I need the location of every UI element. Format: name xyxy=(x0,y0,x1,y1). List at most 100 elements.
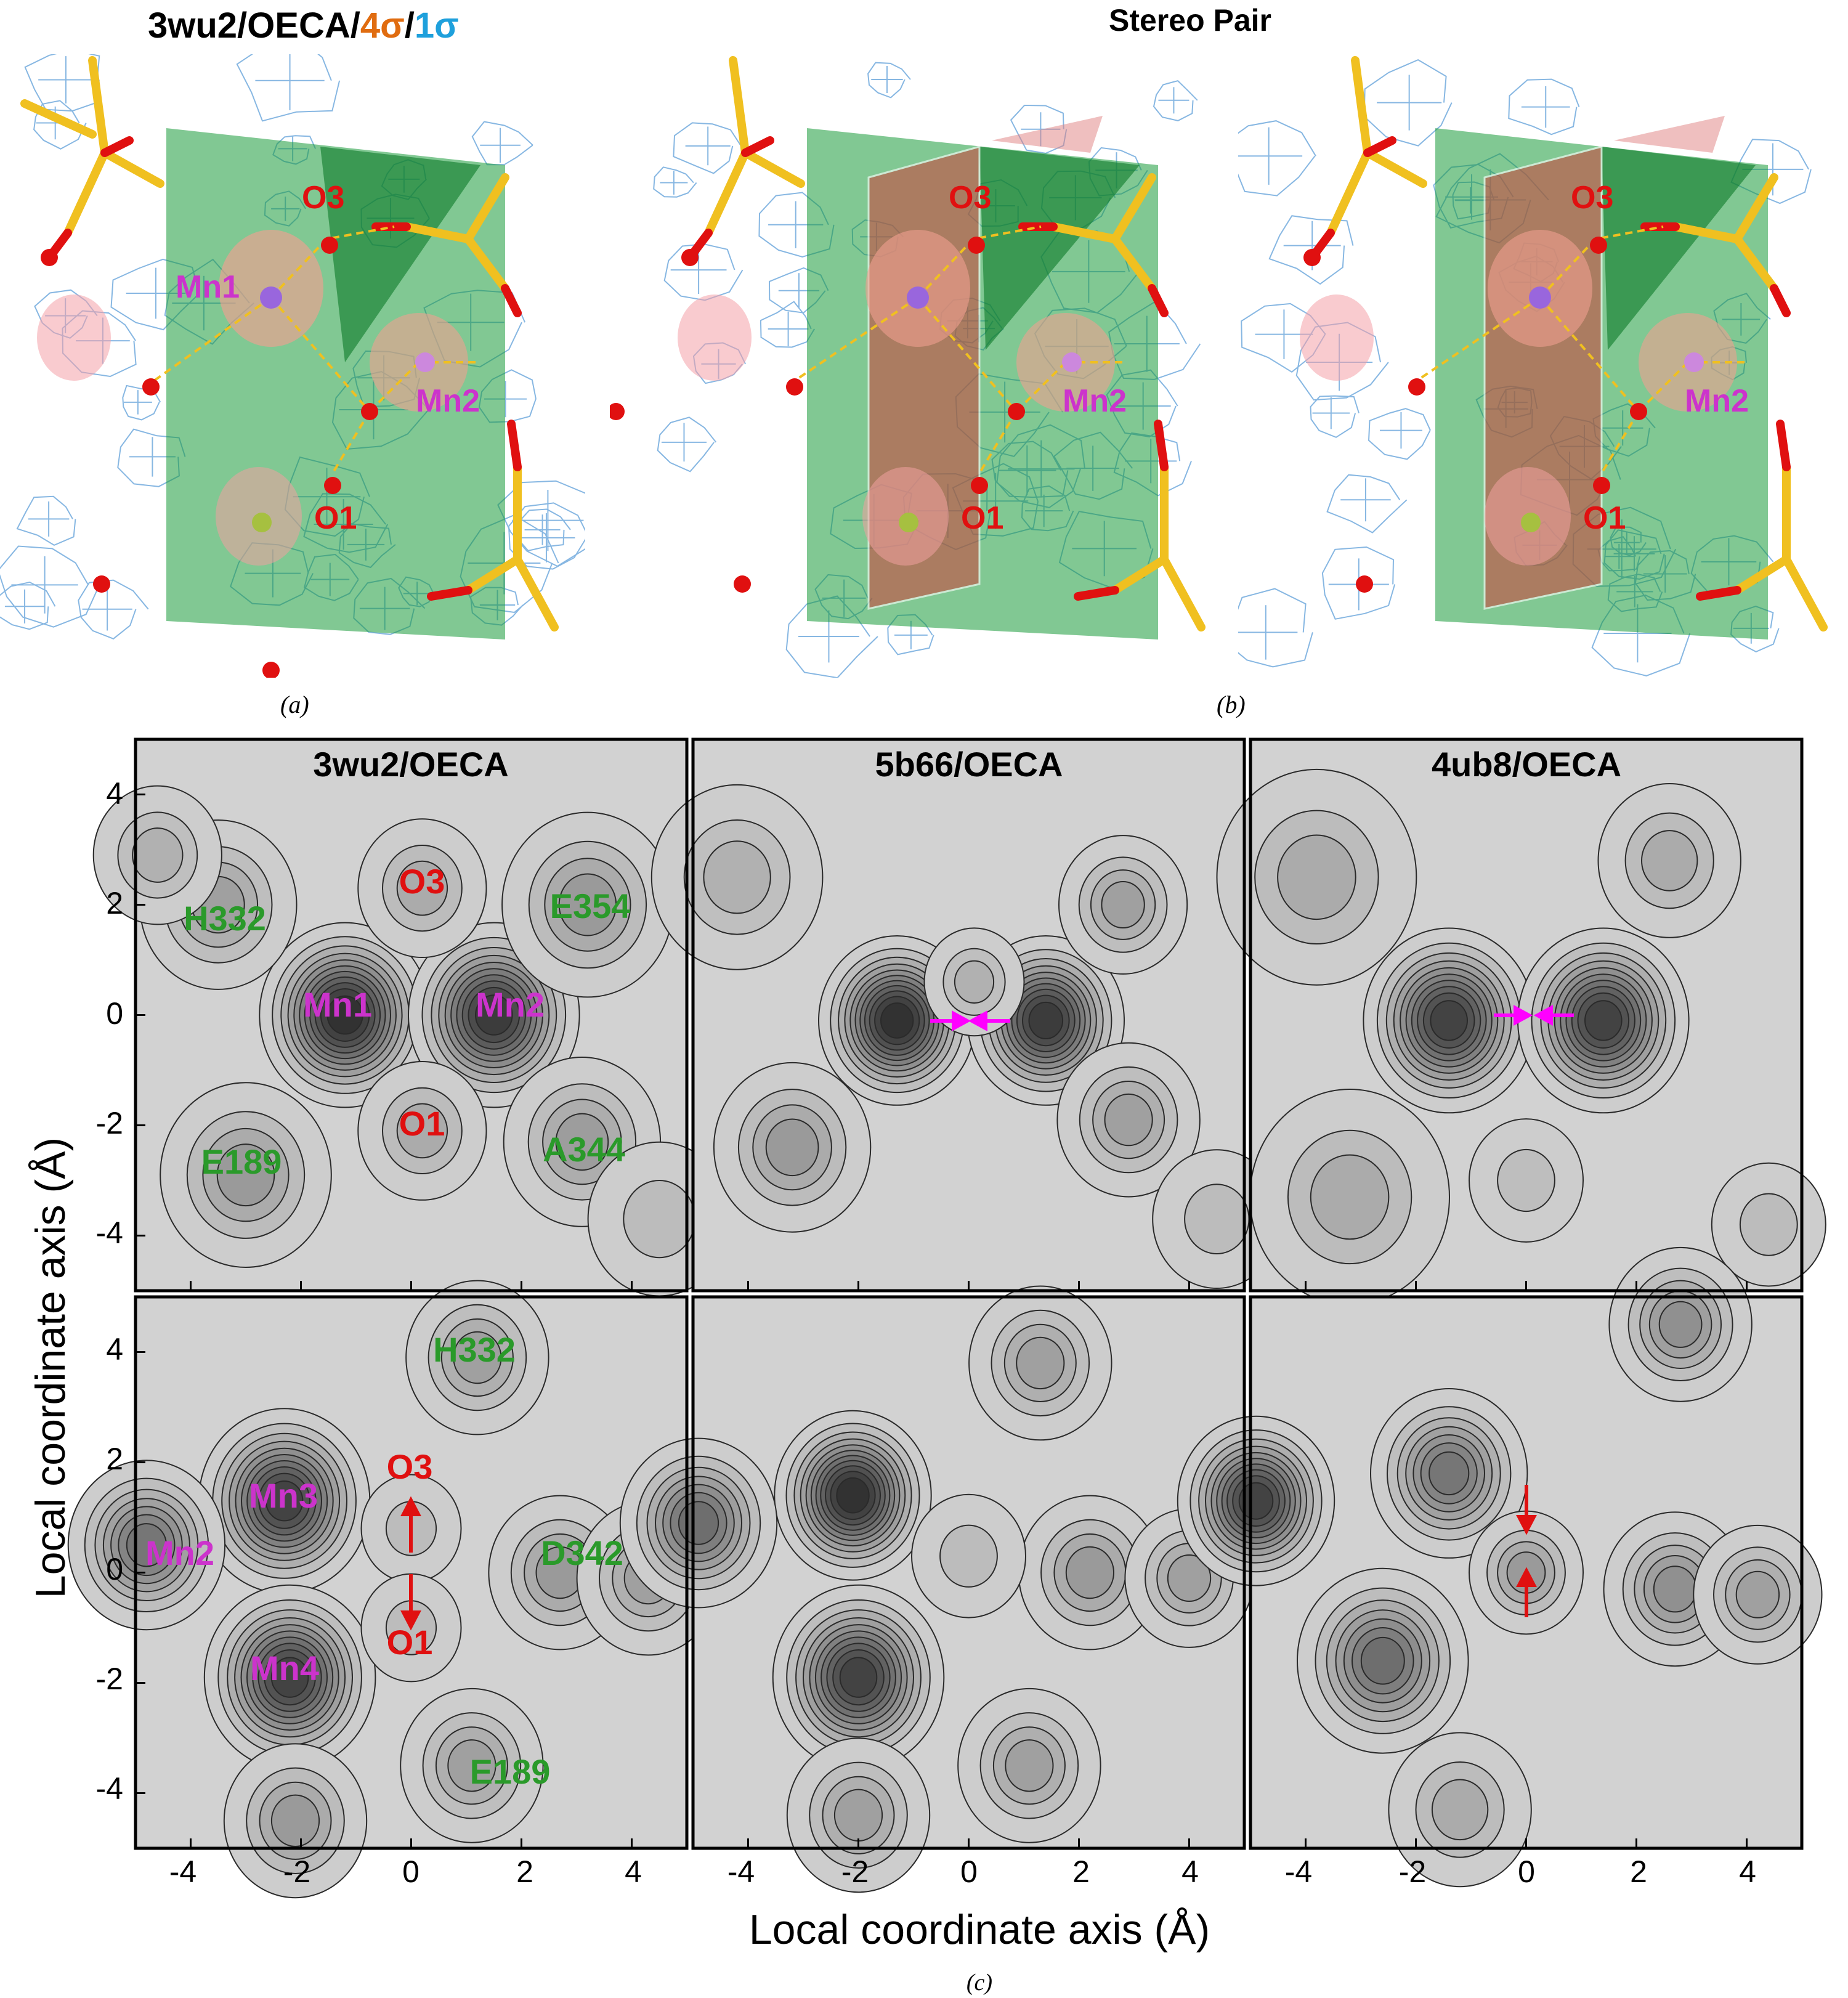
label-e189-top: E189 xyxy=(201,1142,282,1181)
contour-level-p5-peak9 xyxy=(833,1789,883,1842)
contour-level-p2-peak6 xyxy=(1101,881,1145,928)
mesh-cage xyxy=(16,495,76,546)
label-a344: A344 xyxy=(543,1130,625,1169)
ytick-top-0: 0 xyxy=(106,996,123,1031)
contour-level-p4-peak10 xyxy=(270,1794,320,1848)
contour-level-p1-peak10 xyxy=(132,827,184,883)
mesh-cage xyxy=(1321,546,1396,620)
contour-level-p5-peak2 xyxy=(839,1657,878,1698)
contour-level-p1-peak3 xyxy=(396,860,448,916)
mesh-cage-inner xyxy=(255,54,325,110)
contour-level-p3-peak6 xyxy=(1497,1148,1555,1212)
xtick-p1-0: 0 xyxy=(402,1854,419,1889)
mesh-cage-inner xyxy=(123,390,152,415)
mn2-atom xyxy=(1062,352,1082,372)
contour-level-p5-peak7 xyxy=(939,1524,998,1588)
mesh-cage-inner xyxy=(82,587,132,631)
label-a: (a) xyxy=(280,691,309,718)
contour-level-p1-peak8 xyxy=(555,1113,609,1171)
panel-a-structure-view: O3 Mn1 Mn2 O1 xyxy=(0,54,585,678)
contour-level-p5-peak6 xyxy=(1016,1336,1065,1390)
ytick-bottom-2: 2 xyxy=(106,1442,123,1476)
green-plane-dark-facet xyxy=(1602,147,1756,350)
red-plane-top xyxy=(1614,116,1725,153)
contour-level-p3-peak3 xyxy=(1277,834,1356,920)
oxygen-atoms xyxy=(610,237,1025,593)
ca-atom xyxy=(1521,513,1541,532)
label-e354: E354 xyxy=(550,887,631,925)
mesh-cage-inner xyxy=(1238,127,1303,185)
oxygen-atoms xyxy=(41,237,378,678)
ca-atom xyxy=(252,513,272,532)
panel-a-title-slash: / xyxy=(404,6,415,46)
mesh-cage xyxy=(1241,303,1326,373)
contour-level-p1-peak7 xyxy=(216,1143,275,1207)
oxygen-stick-ends xyxy=(686,136,1169,601)
contour-level-p2-peak4 xyxy=(765,1118,819,1177)
panel-b-left-svg: O3 Mn2 O1 xyxy=(610,54,1220,678)
contour-level-p4-peak9 xyxy=(447,1739,496,1792)
panel-a-title: 3wu2/OECA/4σ/1σ xyxy=(148,5,459,46)
contour-panel-2 xyxy=(650,739,1282,1291)
x-axis-label: Local coordinate axis (Å) xyxy=(749,1906,1210,1953)
mesh-cage xyxy=(0,581,56,630)
contour-panel-1 xyxy=(92,739,732,1297)
green-plane-dark-facet xyxy=(320,147,480,362)
label-o3: O3 xyxy=(302,180,344,216)
ytick-bottom-4: 4 xyxy=(106,1332,123,1367)
contour-panel-5 xyxy=(619,1285,1254,1893)
mesh-cage-inner xyxy=(524,514,561,545)
contour-level-p6-peak3 xyxy=(1360,1636,1405,1685)
ytick-top-m4: -4 xyxy=(96,1216,123,1250)
y-axis-label: Local coordinate axis (Å) xyxy=(27,1137,74,1598)
label-b: (b) xyxy=(1217,691,1246,718)
density-blob-left xyxy=(1300,294,1374,381)
label-mn1: Mn1 xyxy=(176,269,240,305)
mesh-cage-inner xyxy=(1312,397,1350,429)
label-c-o3-bottom: O3 xyxy=(387,1447,433,1486)
mesh-cage xyxy=(1238,588,1313,668)
contour-panels-layer xyxy=(67,739,1826,1899)
label-c-o3-top: O3 xyxy=(399,862,445,901)
xtick-p2-m4: -4 xyxy=(727,1854,755,1889)
label-c-mn3: Mn3 xyxy=(249,1476,318,1515)
label-o3: O3 xyxy=(949,180,991,216)
panel-a-title-1sigma: 1σ xyxy=(414,6,459,46)
xtick-p2-2: 2 xyxy=(1072,1854,1090,1889)
panel-b-right-svg: O3 Mn2 O1 xyxy=(1238,54,1848,678)
label-mn2: Mn2 xyxy=(416,383,480,419)
panel-a-title-4sigma: 4σ xyxy=(360,6,405,46)
density-blob-left xyxy=(37,294,111,381)
label-c-mn2-top: Mn2 xyxy=(476,985,545,1024)
mesh-cage xyxy=(1310,395,1360,438)
mesh-cage-inner xyxy=(660,171,688,195)
mesh-cage-inner xyxy=(512,489,584,551)
contour-level-p6-peak6 xyxy=(1735,1570,1780,1618)
contour-level-p1-peak6 xyxy=(558,873,617,936)
mesh-cage-inner xyxy=(661,423,707,462)
ytick-bottom-0: 0 xyxy=(106,1552,123,1586)
contour-level-p5-peak1 xyxy=(836,1477,870,1514)
mesh-cage xyxy=(1010,104,1068,154)
ytick-top-m2: -2 xyxy=(96,1106,123,1140)
mesh-cage-inner xyxy=(1158,87,1189,114)
mesh-cage-inner xyxy=(480,128,521,163)
mn1-atom xyxy=(907,286,929,309)
contour-level-p6-peak2 xyxy=(1429,1451,1470,1496)
label-h332-bottom: H332 xyxy=(433,1330,516,1369)
label-d342: D342 xyxy=(541,1533,623,1572)
mesh-cage xyxy=(1508,78,1580,136)
xtick-p1-2: 2 xyxy=(516,1854,533,1889)
mesh-cage xyxy=(78,579,149,640)
contour-level-p6-peak8 xyxy=(1431,1779,1489,1841)
xtick-p3-4: 4 xyxy=(1739,1854,1756,1889)
contour-level-p1-peak2 xyxy=(475,994,513,1036)
contour-level-p5-peak5 xyxy=(1167,1554,1212,1602)
mesh-cage xyxy=(1238,120,1316,197)
contour-level-p2-peak7 xyxy=(703,840,771,914)
contour-level-p2-peak5 xyxy=(1104,1093,1153,1147)
panel-b-stereo-left: O3 Mn2 O1 xyxy=(610,54,1220,678)
mesh-cage xyxy=(673,122,742,174)
xtick-p2-m2: -2 xyxy=(841,1854,869,1889)
title-4ub8: 4ub8/OECA xyxy=(1432,745,1621,784)
